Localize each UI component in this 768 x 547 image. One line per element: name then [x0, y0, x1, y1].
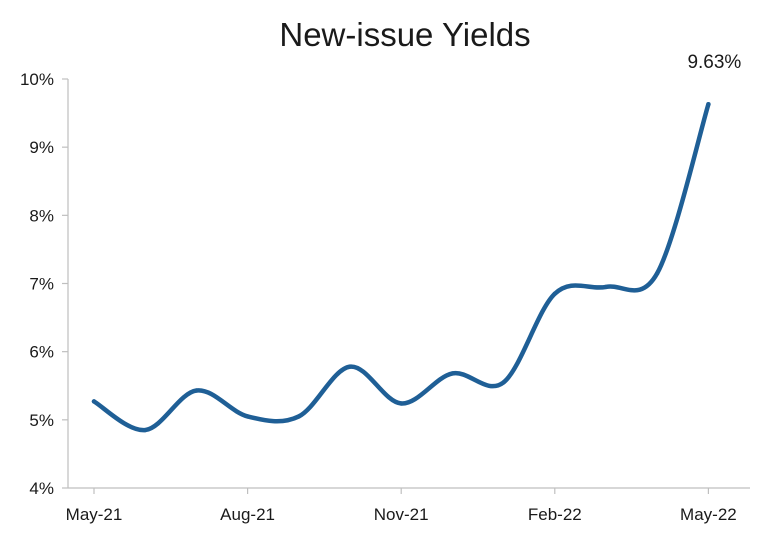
data-point [450, 371, 455, 376]
y-tick-label: 8% [29, 206, 54, 225]
data-point [603, 284, 609, 290]
data-point [143, 427, 148, 433]
data-point [655, 271, 660, 276]
y-axis-ticks: 4% 5% 6% 7% 8% 9% 10% [20, 70, 68, 498]
data-point [91, 399, 97, 404]
data-point [296, 414, 301, 419]
chart-title: New-issue Yields [279, 16, 530, 53]
y-tick-label: 7% [29, 275, 54, 294]
data-point [501, 380, 506, 385]
data-point [552, 291, 557, 296]
x-axis-ticks: May-21 Aug-21 Nov-21 Feb-22 May-22 [66, 488, 737, 524]
y-tick-label: 10% [20, 70, 54, 89]
x-tick-label: May-22 [680, 505, 737, 524]
x-tick-label: Feb-22 [528, 505, 582, 524]
data-point [194, 388, 199, 393]
data-label: 9.63% [687, 52, 741, 73]
data-point [706, 102, 711, 107]
data-point [399, 401, 404, 406]
data-points [91, 102, 711, 433]
y-tick-label: 6% [29, 343, 54, 362]
data-point [245, 414, 250, 419]
y-tick-label: 9% [29, 138, 54, 157]
y-tick-label: 5% [29, 411, 54, 430]
x-tick-label: Aug-21 [220, 505, 275, 524]
data-annotations: 9.63% [687, 52, 741, 73]
x-tick-label: May-21 [66, 505, 123, 524]
x-tick-label: Nov-21 [374, 505, 429, 524]
data-point [347, 364, 353, 369]
series-line [91, 101, 711, 433]
y-tick-label: 4% [29, 479, 54, 498]
